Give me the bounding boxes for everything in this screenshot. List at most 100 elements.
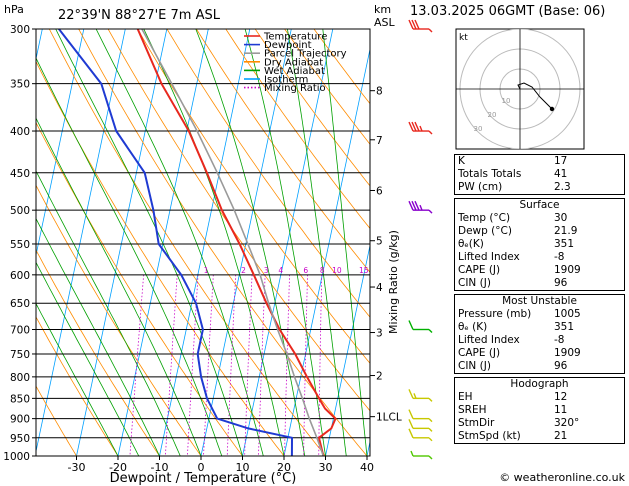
plot-frame — [35, 28, 371, 457]
index-value: 12 — [554, 391, 568, 403]
legend-label: Dry Adiabat — [264, 57, 323, 68]
index-label: SREH — [458, 404, 487, 416]
index-value: 96 — [554, 277, 568, 289]
surface-section: Surface Temp (°C) 30 Dewp (°C) 21.9 θₑ(K) 351… — [454, 198, 625, 291]
index-row: CAPE (J) 1909 — [455, 264, 624, 277]
wind-barb-flag — [414, 121, 420, 132]
pressure-tick-label: 800 — [10, 372, 30, 384]
index-row: K 17 — [455, 155, 624, 168]
index-value: 21 — [554, 430, 568, 442]
index-row: θₑ(K) 351 — [455, 238, 624, 251]
index-label: StmDir — [458, 417, 495, 429]
km-tick-label: 2 — [376, 371, 383, 383]
index-row: Dewp (°C) 21.9 — [455, 225, 624, 238]
dry-adiabat-line — [36, 385, 77, 456]
pressure-tick-label: 1000 — [3, 451, 30, 463]
pressure-tick-label: 500 — [10, 205, 30, 217]
isotherm-line — [117, 29, 209, 456]
temperature-tick-label: 40 — [360, 461, 374, 474]
index-row: θₑ (K) 351 — [455, 321, 624, 334]
legend-label: Temperature — [263, 32, 327, 43]
legend-label: Parcel Trajectory — [264, 49, 347, 60]
isotherm-line — [0, 29, 1, 456]
index-row: CIN (J) 96 — [455, 277, 624, 290]
index-label: StmSpd (kt) — [458, 430, 521, 442]
pressure-tick-label: 650 — [10, 298, 30, 310]
index-label: CAPE (J) — [458, 264, 501, 276]
index-value: -8 — [554, 334, 565, 346]
pressure-tick-label: 550 — [10, 239, 30, 251]
mixing-ratio-label: 10 — [332, 266, 342, 275]
wind-barb-tail — [428, 329, 433, 333]
temperature-tick-label: 20 — [277, 461, 291, 474]
index-label: Temp (°C) — [458, 212, 511, 224]
pressure-tick-label: 750 — [10, 349, 30, 361]
wind-barb-tail — [428, 437, 433, 442]
isotherm-line — [200, 29, 292, 456]
pressure-tick-label: 350 — [10, 79, 30, 91]
index-value: -8 — [554, 251, 565, 263]
datetime-title: 13.03.2025 06GMT (Base: 06) — [410, 4, 606, 19]
km-tick-label: 1LCL — [376, 412, 402, 424]
temperature-tick-label: -10 — [151, 461, 169, 474]
hodograph-trace — [517, 82, 553, 110]
mixing-ratio-label: 4 — [278, 266, 283, 275]
hodograph-ring-label: 30 — [474, 125, 483, 133]
index-row: EH 12 — [455, 391, 624, 404]
wind-barb-flag — [411, 19, 417, 30]
wind-barb-flag — [408, 19, 414, 30]
mixing-ratio-label: 3 — [264, 266, 269, 275]
location-title: 22°39'N 88°27'E 7m ASL — [58, 8, 221, 23]
wind-barb-flag — [408, 409, 414, 419]
pressure-tick-label: 700 — [10, 325, 30, 337]
index-value: 41 — [554, 168, 568, 180]
pressure-tick-label: 450 — [10, 168, 30, 180]
index-value: 351 — [554, 238, 575, 250]
index-row: PW (cm) 2.3 — [455, 181, 624, 194]
temperature-trace — [136, 29, 337, 456]
index-label: Pressure (mb) — [458, 308, 532, 320]
index-value: 96 — [554, 360, 568, 372]
surface-title: Surface — [519, 199, 560, 211]
asl-label: ASL — [374, 16, 396, 29]
wind-barb-flag — [408, 419, 414, 429]
pressure-tick-label: 300 — [10, 24, 30, 36]
temperature-tick-label: 10 — [236, 461, 250, 474]
index-value: 1909 — [554, 264, 581, 276]
temperature-tick-label: 0 — [198, 461, 205, 474]
hodograph-section: Hodograph EH 12 SREH 11 StmDir 320° StmSpd (kt… — [454, 377, 625, 444]
mixing-ratio-line — [284, 274, 290, 456]
km-tick-label: 7 — [376, 135, 383, 147]
wind-barb-tail — [428, 28, 433, 33]
hpa-label: hPa — [4, 3, 24, 16]
index-row: CIN (J) 96 — [455, 360, 624, 373]
pressure-tick-label: 400 — [10, 126, 30, 138]
mixing-ratio-line — [165, 274, 178, 456]
dry-adiabat-line — [196, 29, 370, 273]
index-row: Totals Totals 41 — [455, 168, 624, 181]
km-tick-label: 6 — [376, 185, 383, 197]
hodograph-title: Hodograph — [510, 378, 569, 390]
dewpoint-trace — [58, 29, 294, 456]
x-axis-title: Dewpoint / Temperature (°C) — [110, 471, 297, 486]
isotherm-line — [325, 243, 370, 456]
index-value: 30 — [554, 212, 568, 224]
dry-adiabat-line — [36, 60, 285, 456]
dry-adiabat-line — [36, 316, 119, 456]
isotherm-line — [159, 29, 251, 456]
wind-barb-flag — [408, 389, 414, 399]
index-value: 351 — [554, 321, 575, 333]
wet-adiabat-line — [36, 117, 202, 456]
mixing-ratio-axis-title: Mixing Ratio (g/kg) — [387, 230, 400, 334]
temperature-tick-label: -20 — [109, 461, 127, 474]
wind-barb-half — [419, 204, 423, 211]
isotherm-line — [242, 29, 334, 456]
mixing-ratio-label: 2 — [241, 266, 246, 275]
index-row: StmSpd (kt) 21 — [455, 430, 624, 443]
wind-barb-flag — [411, 121, 417, 132]
index-row: CAPE (J) 1909 — [455, 347, 624, 360]
parcel-trajectory-trace — [141, 29, 325, 456]
legend-label: Dewpoint — [264, 40, 312, 51]
mixing-ratio-label: 6 — [303, 266, 308, 275]
index-label: CIN (J) — [458, 360, 491, 372]
